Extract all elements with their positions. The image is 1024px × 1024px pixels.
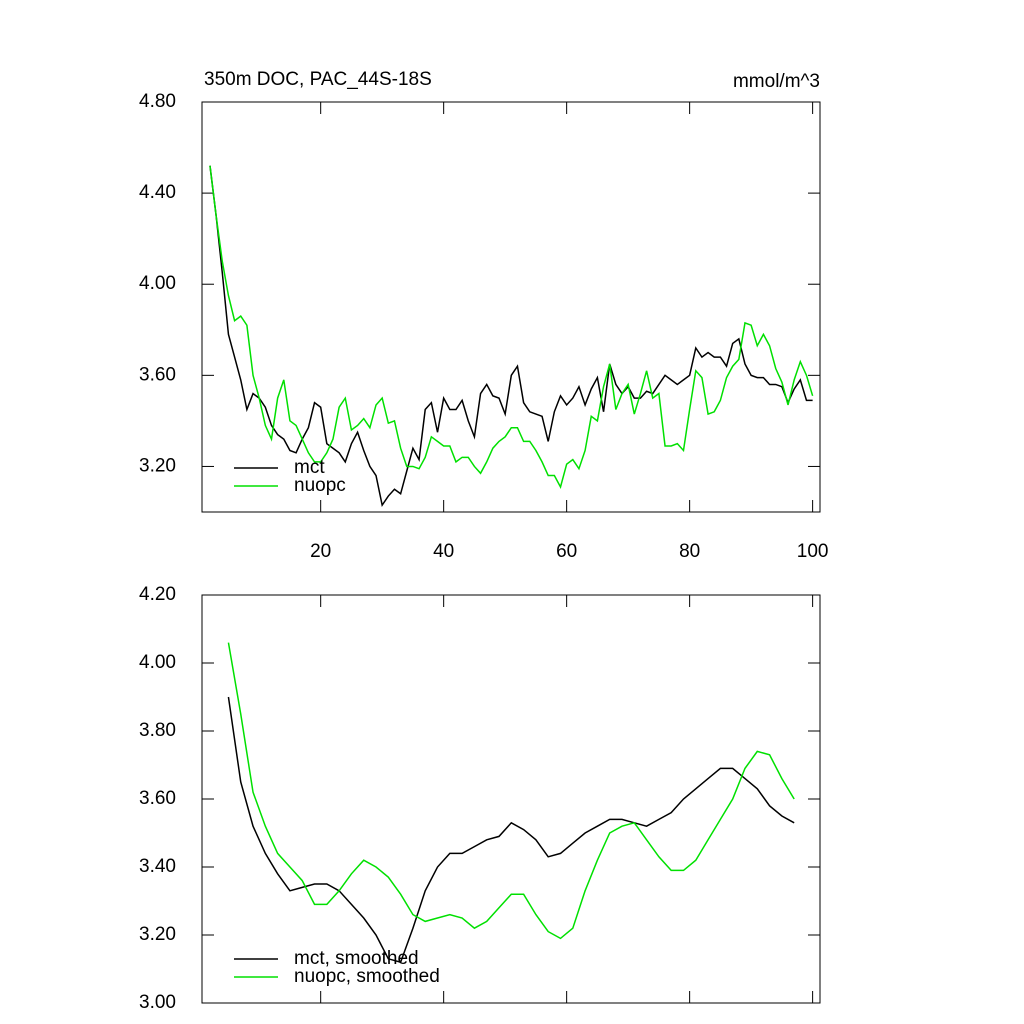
y-tick-label: 4.80 (139, 91, 176, 112)
series-line (209, 165, 813, 508)
series-line (209, 165, 814, 489)
series-line (227, 642, 795, 940)
x-tick-label: 80 (679, 541, 700, 562)
x-tick-label: 60 (556, 541, 577, 562)
plot-frame (201, 594, 821, 1004)
series-line (227, 696, 795, 964)
x-tick-label: 100 (797, 541, 829, 562)
chart-title: 350m DOC, PAC_44S-18S (204, 69, 432, 90)
plot-frame (201, 101, 821, 513)
x-tick-label: 20 (310, 541, 331, 562)
units-label: mmol/m^3 (733, 71, 820, 92)
y-tick-label: 3.60 (139, 788, 176, 809)
y-tick-label: 3.20 (139, 455, 176, 476)
y-tick-label: 4.40 (139, 182, 176, 203)
y-tick-label: 3.40 (139, 856, 176, 877)
legend-label: nuopc (294, 475, 346, 496)
legend-label: mct (294, 457, 325, 478)
y-tick-label: 3.60 (139, 364, 176, 385)
legend-label: nuopc, smoothed (294, 966, 440, 987)
y-tick-label: 4.00 (139, 273, 176, 294)
y-tick-label: 4.00 (139, 652, 176, 673)
x-tick-label: 40 (433, 541, 454, 562)
y-tick-label: 3.20 (139, 924, 176, 945)
y-tick-label: 4.20 (139, 584, 176, 605)
legend-label: mct, smoothed (294, 948, 419, 969)
y-tick-label: 3.00 (139, 992, 176, 1013)
y-tick-label: 3.80 (139, 720, 176, 741)
